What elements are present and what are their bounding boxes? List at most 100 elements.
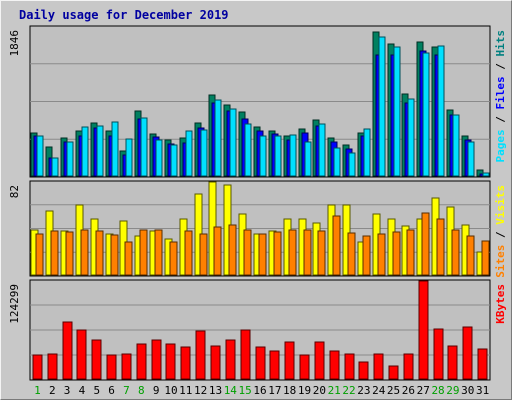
pages-bar-day-28: [437, 45, 445, 177]
pages-bar-day-13: [214, 99, 222, 177]
sites-bar-day-13: [213, 226, 222, 276]
pages-bar-day-31: [482, 172, 490, 177]
pages-bar-day-26: [407, 98, 415, 177]
day-tick-label: 31: [476, 384, 489, 397]
kbytes-bar-day-9: [151, 339, 162, 380]
sites-bar-day-14: [228, 224, 237, 276]
kbytes-bar-day-13: [210, 345, 221, 380]
sites-bar-day-17: [273, 231, 282, 276]
kbytes-bar-day-25: [388, 365, 399, 380]
kbytes-bar-day-12: [195, 330, 206, 380]
day-tick-label: 27: [417, 384, 430, 397]
kbytes-panel: 124299 KBytes: [8, 279, 507, 381]
day-tick-label: 6: [108, 384, 115, 397]
day-tick-label: 14: [224, 384, 238, 397]
sites-bar-day-25: [392, 231, 401, 276]
max-value-label: 124299: [8, 284, 21, 324]
sites-bar-day-4: [80, 229, 89, 276]
sites-bar-day-11: [184, 230, 193, 276]
pages-bar-day-6: [111, 121, 119, 177]
kbytes-bar-day-2: [47, 353, 58, 380]
day-tick-label: 26: [402, 384, 415, 397]
day-tick-label: 28: [431, 384, 444, 397]
sites-bar-day-12: [199, 233, 208, 276]
sites-bar-day-23: [362, 235, 371, 276]
kbytes-bar-day-26: [403, 353, 414, 380]
kbytes-bar-day-4: [76, 329, 87, 380]
kbytes-bar-day-28: [433, 328, 444, 380]
day-tick-label: 12: [194, 384, 207, 397]
pages-bar-day-21: [333, 147, 341, 177]
day-tick-label: 17: [268, 384, 281, 397]
kbytes-bar-day-15: [240, 329, 251, 380]
day-tick-label: 29: [446, 384, 459, 397]
pages-bar-day-14: [229, 108, 237, 177]
sites-bar-day-19: [303, 229, 312, 276]
pages-bar-day-20: [318, 123, 326, 177]
series-axis-label-part: KBytes: [494, 284, 507, 324]
max-value-label: 1846: [8, 30, 21, 57]
sites-bar-day-26: [406, 229, 415, 276]
sites-bar-day-2: [50, 230, 59, 276]
day-tick-label: 1: [34, 384, 41, 397]
kbytes-bar-day-11: [180, 346, 191, 380]
pages-bar-day-24: [378, 36, 386, 177]
pages-bar-day-1: [36, 135, 44, 177]
kbytes-bar-day-22: [344, 353, 355, 380]
day-tick-label: 30: [461, 384, 474, 397]
kbytes-bar-day-23: [358, 361, 369, 380]
pages-bar-day-17: [274, 135, 282, 177]
kbytes-bar-day-31: [477, 348, 488, 380]
pages-bar-day-2: [51, 157, 59, 177]
day-tick-label: 2: [49, 384, 56, 397]
kbytes-bar-day-6: [106, 354, 117, 380]
series-axis-label-part: /: [494, 57, 507, 77]
day-tick-label: 23: [357, 384, 370, 397]
kbytes-bar-day-27: [418, 280, 429, 380]
pages-bar-day-9: [155, 139, 163, 177]
day-tick-label: 24: [372, 384, 386, 397]
kbytes-bar-day-19: [299, 354, 310, 380]
sites-bar-day-20: [317, 230, 326, 276]
kbytes-bar-day-21: [329, 350, 340, 380]
kbytes-bar-day-20: [314, 341, 325, 380]
visits-sites-panel: 82 Sites / Visits: [8, 180, 507, 278]
pages-bar-day-16: [259, 135, 267, 177]
sites-bar-day-5: [95, 230, 104, 276]
pages-bar-day-4: [81, 126, 89, 177]
series-axis-label-part: Visits: [494, 185, 507, 225]
day-tick-label: 19: [298, 384, 311, 397]
kbytes-bar-day-5: [91, 339, 102, 380]
series-axis-label: KBytes: [494, 284, 507, 324]
day-tick-label: 9: [153, 384, 160, 397]
day-tick-label: 15: [239, 384, 252, 397]
day-tick-label: 25: [387, 384, 400, 397]
series-axis-label: Sites / Visits: [494, 185, 507, 278]
day-tick-label: 16: [253, 384, 266, 397]
day-axis: 1 2 3 4 5 6 7 8 9 10 11 12 13 14 15 16 17 18 19 20 21 22 23 24 2…: [34, 384, 489, 397]
sites-bar-day-22: [347, 232, 356, 276]
kbytes-bar-day-16: [255, 346, 266, 380]
day-tick-label: 4: [79, 384, 86, 397]
sites-bar-day-28: [436, 218, 445, 276]
sites-bar-day-15: [243, 229, 252, 276]
pages-bar-day-18: [289, 134, 297, 177]
sites-bar-day-10: [169, 241, 178, 276]
pages-bar-day-27: [422, 52, 430, 177]
pages-bar-day-15: [244, 123, 252, 177]
day-tick-label: 8: [138, 384, 145, 397]
pages-bar-day-10: [170, 144, 178, 177]
sites-bar-day-29: [451, 229, 460, 276]
pages-bar-day-7: [125, 138, 133, 177]
day-tick-label: 7: [123, 384, 130, 397]
sites-bar-day-7: [124, 241, 133, 276]
pages-bar-day-3: [66, 141, 74, 177]
day-tick-label: 10: [164, 384, 177, 397]
hits-files-pages-panel: 1846 Pages / Files / Hits: [8, 25, 507, 178]
sites-bar-day-8: [139, 229, 148, 276]
max-value-label: 82: [8, 185, 21, 198]
sites-bar-day-31: [481, 240, 490, 276]
sites-bar-day-9: [154, 229, 163, 276]
pages-bar-day-19: [304, 141, 312, 177]
